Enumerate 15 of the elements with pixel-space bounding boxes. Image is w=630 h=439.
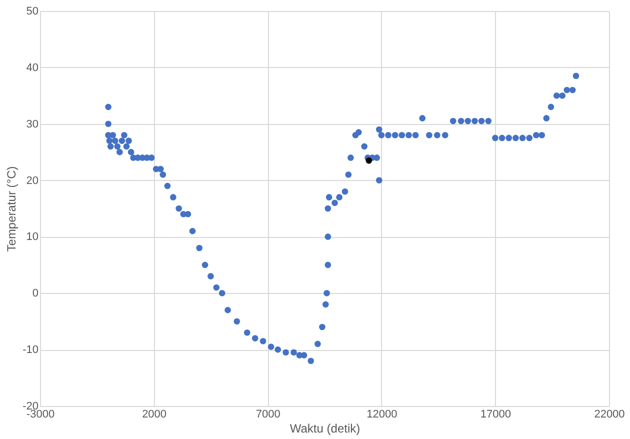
y-axis-title: Temperatur (°C) — [4, 166, 19, 252]
y-tick-label: 50 — [26, 6, 38, 18]
y-tick-label: 20 — [26, 174, 38, 187]
x-tick-label: 2000 — [142, 408, 167, 420]
x-axis-title: Waktu (detik) — [290, 422, 360, 436]
x-tick-label: 7000 — [256, 408, 280, 420]
x-tick-label: 12000 — [366, 408, 398, 420]
y-tick-label: 40 — [26, 62, 38, 74]
x-tick-label: -3000 — [26, 408, 55, 420]
y-tick-label: -10 — [22, 344, 38, 356]
x-tick-label: 17000 — [480, 408, 511, 420]
y-tick-label: 30 — [26, 118, 38, 130]
y-tick-label: 0 — [32, 288, 38, 300]
x-tick-label: 22000 — [594, 408, 625, 420]
y-tick-label: 10 — [26, 231, 38, 244]
